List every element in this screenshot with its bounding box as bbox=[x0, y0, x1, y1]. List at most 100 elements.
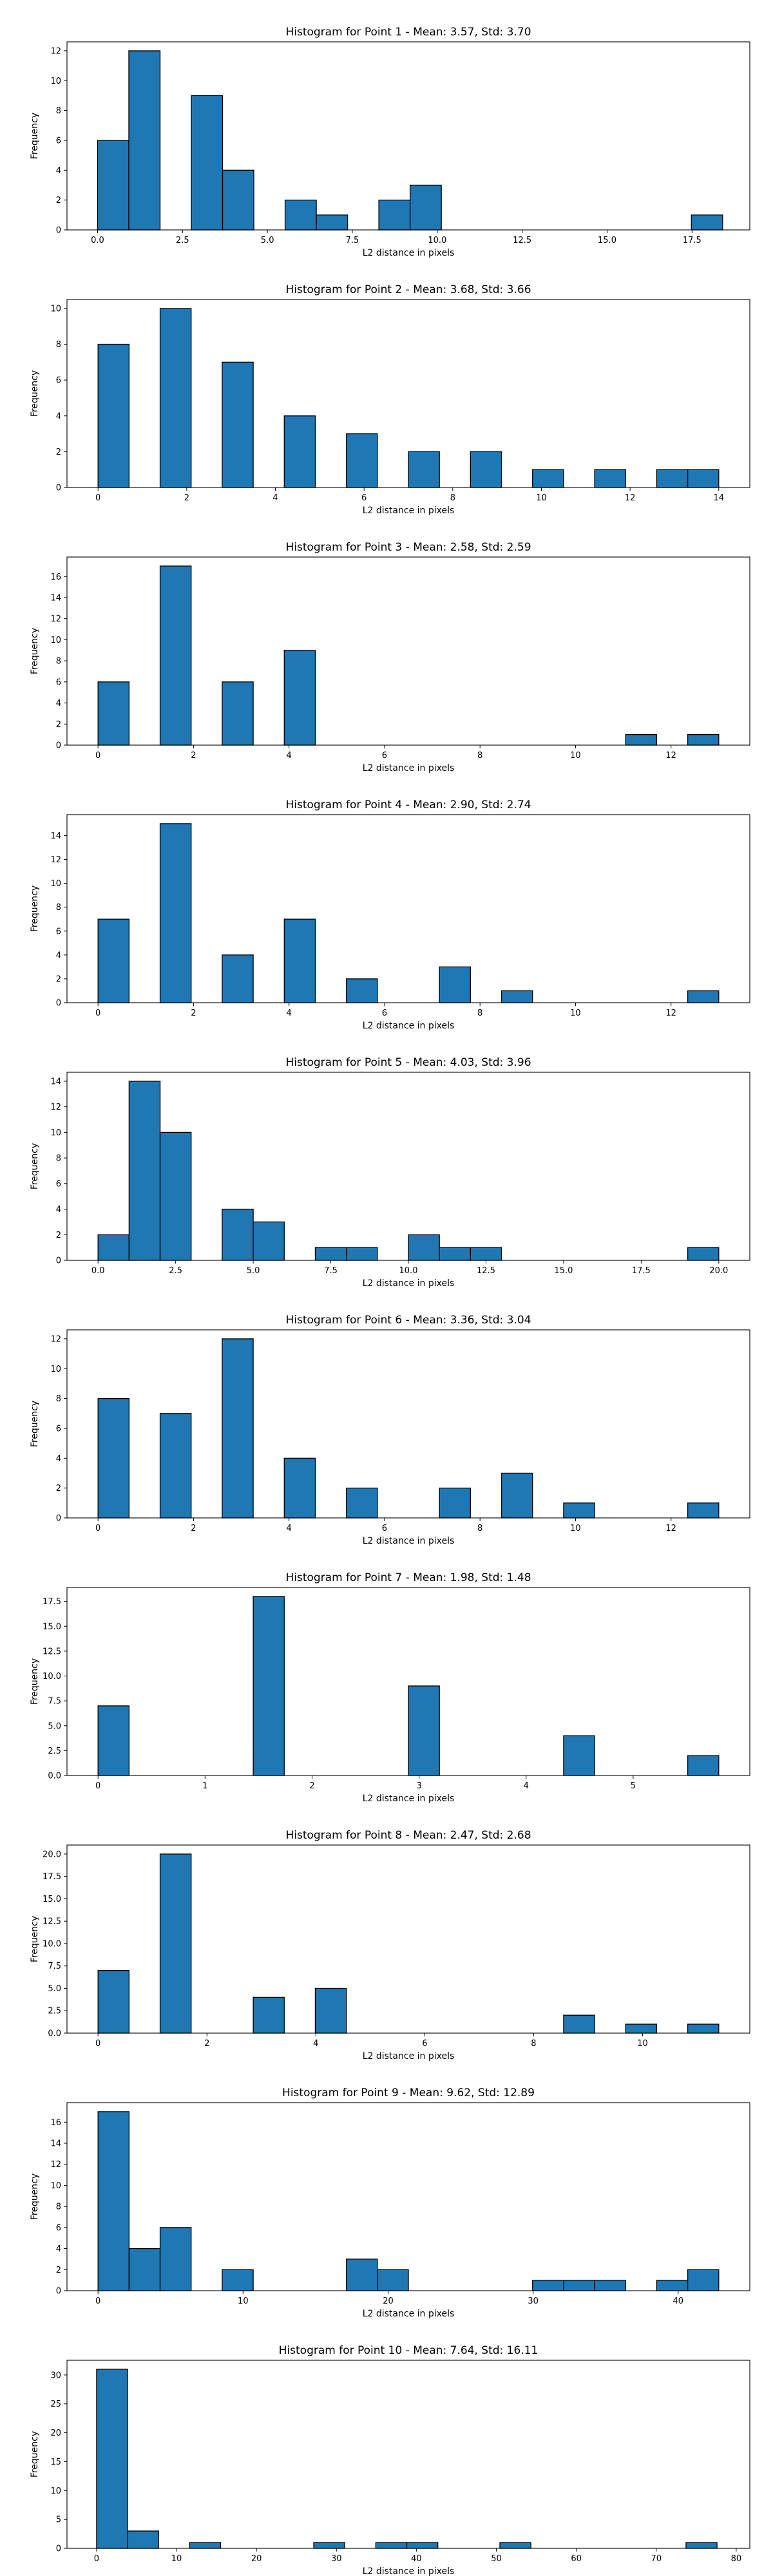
x-tick-label: 60 bbox=[571, 2554, 582, 2564]
y-tick-label: 7.5 bbox=[48, 1962, 61, 1971]
x-tick-label: 2.5 bbox=[169, 1266, 182, 1276]
histogram-bar bbox=[375, 2542, 408, 2549]
y-tick-label: 10 bbox=[50, 879, 61, 889]
y-tick-label: 12 bbox=[50, 46, 61, 56]
x-tick-label: 3 bbox=[416, 1781, 421, 1791]
y-tick-label: 8 bbox=[56, 340, 61, 350]
chart-title: Histogram for Point 5 - Mean: 4.03, Std:… bbox=[285, 1056, 531, 1069]
x-tick-label: 20 bbox=[383, 2297, 394, 2306]
histogram-bar bbox=[128, 1081, 161, 1261]
y-tick-label: 14 bbox=[50, 1077, 61, 1086]
y-tick-label: 4 bbox=[56, 1454, 61, 1464]
histogram-bar bbox=[128, 50, 161, 231]
y-tick-label: 4 bbox=[56, 2244, 61, 2254]
histogram-bar bbox=[687, 734, 720, 746]
y-tick-label: 17.5 bbox=[43, 1597, 61, 1607]
x-tick-label: 5.0 bbox=[247, 1266, 260, 1276]
y-tick-label: 0 bbox=[56, 741, 61, 751]
y-axis-label: Frequency bbox=[30, 1916, 40, 1962]
histogram-bar bbox=[408, 1685, 440, 1776]
histogram-panel-7: Histogram for Point 7 - Mean: 1.98, Std:… bbox=[30, 1571, 750, 1804]
histogram-bar bbox=[159, 823, 192, 1003]
x-tick-label: 70 bbox=[651, 2554, 662, 2564]
y-tick-label: 6 bbox=[56, 136, 61, 146]
y-tick-label: 10 bbox=[50, 636, 61, 645]
x-tick-label: 12 bbox=[625, 493, 636, 503]
x-tick-label: 10 bbox=[637, 2039, 648, 2049]
y-tick-label: 2 bbox=[56, 2266, 61, 2275]
axes-frame bbox=[66, 2360, 750, 2549]
histogram-bar bbox=[283, 415, 316, 488]
y-tick-label: 20.0 bbox=[43, 1850, 61, 1859]
y-tick-label: 2 bbox=[56, 448, 61, 457]
y-tick-label: 12.5 bbox=[43, 1647, 61, 1656]
x-tick-label: 0.0 bbox=[91, 236, 104, 245]
axes-frame bbox=[66, 814, 750, 1003]
histogram-bar bbox=[159, 2227, 192, 2291]
histogram-bar bbox=[594, 469, 626, 488]
histogram-bar bbox=[687, 990, 720, 1003]
chart-title: Histogram for Point 8 - Mean: 2.47, Std:… bbox=[285, 1829, 531, 1842]
y-tick-label: 10 bbox=[50, 2486, 61, 2496]
y-tick-label: 4 bbox=[56, 166, 61, 176]
histogram-bar bbox=[159, 308, 192, 488]
x-tick-label: 12.5 bbox=[477, 1266, 495, 1276]
chart-title: Histogram for Point 2 - Mean: 3.68, Std:… bbox=[285, 283, 531, 296]
y-tick-label: 10 bbox=[50, 77, 61, 86]
histogram-panel-6: Histogram for Point 6 - Mean: 3.36, Std:… bbox=[30, 1314, 750, 1546]
y-tick-label: 7.5 bbox=[48, 1697, 61, 1707]
x-tick-label: 6 bbox=[382, 751, 387, 761]
x-tick-label: 80 bbox=[731, 2554, 742, 2564]
x-tick-label: 50 bbox=[491, 2554, 502, 2564]
histogram-bar bbox=[687, 2023, 720, 2034]
y-tick-label: 2 bbox=[56, 1484, 61, 1493]
histogram-bar bbox=[222, 681, 254, 746]
histogram-bar bbox=[499, 2542, 531, 2549]
y-tick-label: 4 bbox=[56, 699, 61, 708]
y-tick-label: 20 bbox=[50, 2429, 61, 2438]
histogram-bar bbox=[97, 681, 130, 746]
x-tick-label: 2.5 bbox=[176, 236, 189, 245]
y-tick-label: 16 bbox=[50, 2118, 61, 2128]
y-tick-label: 0 bbox=[56, 226, 61, 236]
y-tick-label: 6 bbox=[56, 1424, 61, 1434]
y-tick-label: 8 bbox=[56, 903, 61, 913]
histogram-panel-10: Histogram for Point 10 - Mean: 7.64, Std… bbox=[30, 2344, 750, 2576]
histogram-bar bbox=[96, 2369, 128, 2549]
histogram-bar bbox=[97, 1705, 130, 1776]
x-axis-label: L2 distance in pixels bbox=[363, 2051, 455, 2061]
x-tick-label: 2 bbox=[309, 1781, 314, 1791]
x-axis-label: L2 distance in pixels bbox=[363, 2309, 455, 2319]
chart-title: Histogram for Point 10 - Mean: 7.64, Std… bbox=[279, 2344, 539, 2357]
histogram-bar bbox=[687, 1755, 720, 1776]
histogram-bar bbox=[253, 1596, 285, 1776]
histogram-bar bbox=[594, 2279, 626, 2291]
histogram-bar bbox=[501, 990, 533, 1003]
y-tick-label: 12 bbox=[50, 1103, 61, 1112]
histogram-bar bbox=[656, 2279, 689, 2291]
x-tick-label: 10 bbox=[238, 2297, 249, 2306]
chart-title: Histogram for Point 4 - Mean: 2.90, Std:… bbox=[285, 799, 531, 811]
y-tick-label: 6 bbox=[56, 677, 61, 687]
x-tick-label: 2 bbox=[204, 2039, 209, 2049]
x-tick-label: 15.0 bbox=[554, 1266, 573, 1276]
x-tick-label: 2 bbox=[184, 493, 189, 503]
y-tick-label: 15.0 bbox=[43, 1622, 61, 1632]
y-axis-label: Frequency bbox=[30, 1401, 40, 1447]
x-tick-label: 0 bbox=[95, 751, 100, 761]
y-tick-label: 15.0 bbox=[43, 1895, 61, 1904]
histogram-bar bbox=[253, 1221, 285, 1261]
y-tick-label: 2.5 bbox=[48, 1747, 61, 1756]
histogram-bar bbox=[408, 1234, 440, 1261]
histogram-bar bbox=[563, 1502, 595, 1519]
x-tick-label: 0.0 bbox=[91, 1266, 105, 1276]
histogram-bar bbox=[691, 214, 723, 231]
y-tick-label: 8 bbox=[56, 657, 61, 667]
histogram-bar bbox=[439, 1488, 472, 1519]
y-tick-label: 0 bbox=[56, 2287, 61, 2297]
x-tick-label: 10 bbox=[570, 1009, 581, 1018]
histogram-bar bbox=[222, 361, 254, 488]
histogram-bar bbox=[222, 1208, 254, 1261]
histogram-bar bbox=[159, 1413, 192, 1519]
